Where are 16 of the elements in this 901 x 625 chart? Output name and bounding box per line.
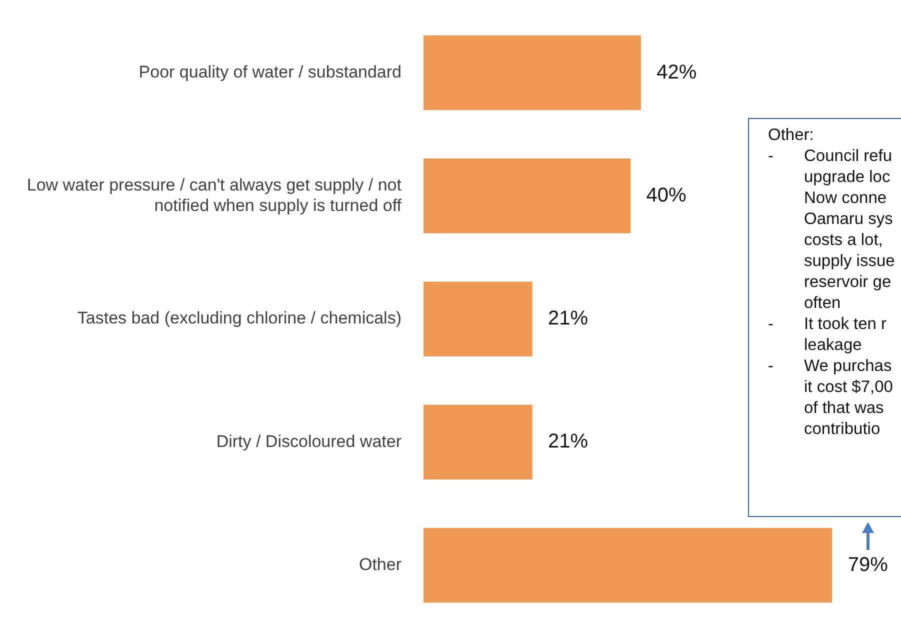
bar (424, 282, 532, 356)
bar (424, 528, 832, 603)
bar (424, 35, 641, 110)
data-label: 42% (656, 61, 697, 84)
data-label: 40% (646, 184, 686, 206)
y-tick-label: Poor quality of water / substandard (138, 62, 402, 82)
text-box: Other: - Council refu upgrade loc Now conne Oamaru sys costs a lot, supply issue reservoir ge often - It took ten r leakage - We purchas it cost $7,00 of that was contributio (748, 118, 901, 517)
bar (424, 404, 532, 480)
data-label: 21% (548, 430, 588, 453)
y-tick-label: Other (358, 554, 402, 574)
y-tick-label: Low water pressure / can't always get supply / not notified when supply is turned off (26, 175, 402, 215)
y-tick-label: Tastes bad (excluding chlorine / chemicals) (77, 308, 402, 328)
data-label: 79% (848, 554, 888, 576)
y-tick-label: Dirty / Discoloured water (216, 432, 402, 451)
bar (424, 158, 631, 234)
data-label: 21% (548, 308, 588, 330)
